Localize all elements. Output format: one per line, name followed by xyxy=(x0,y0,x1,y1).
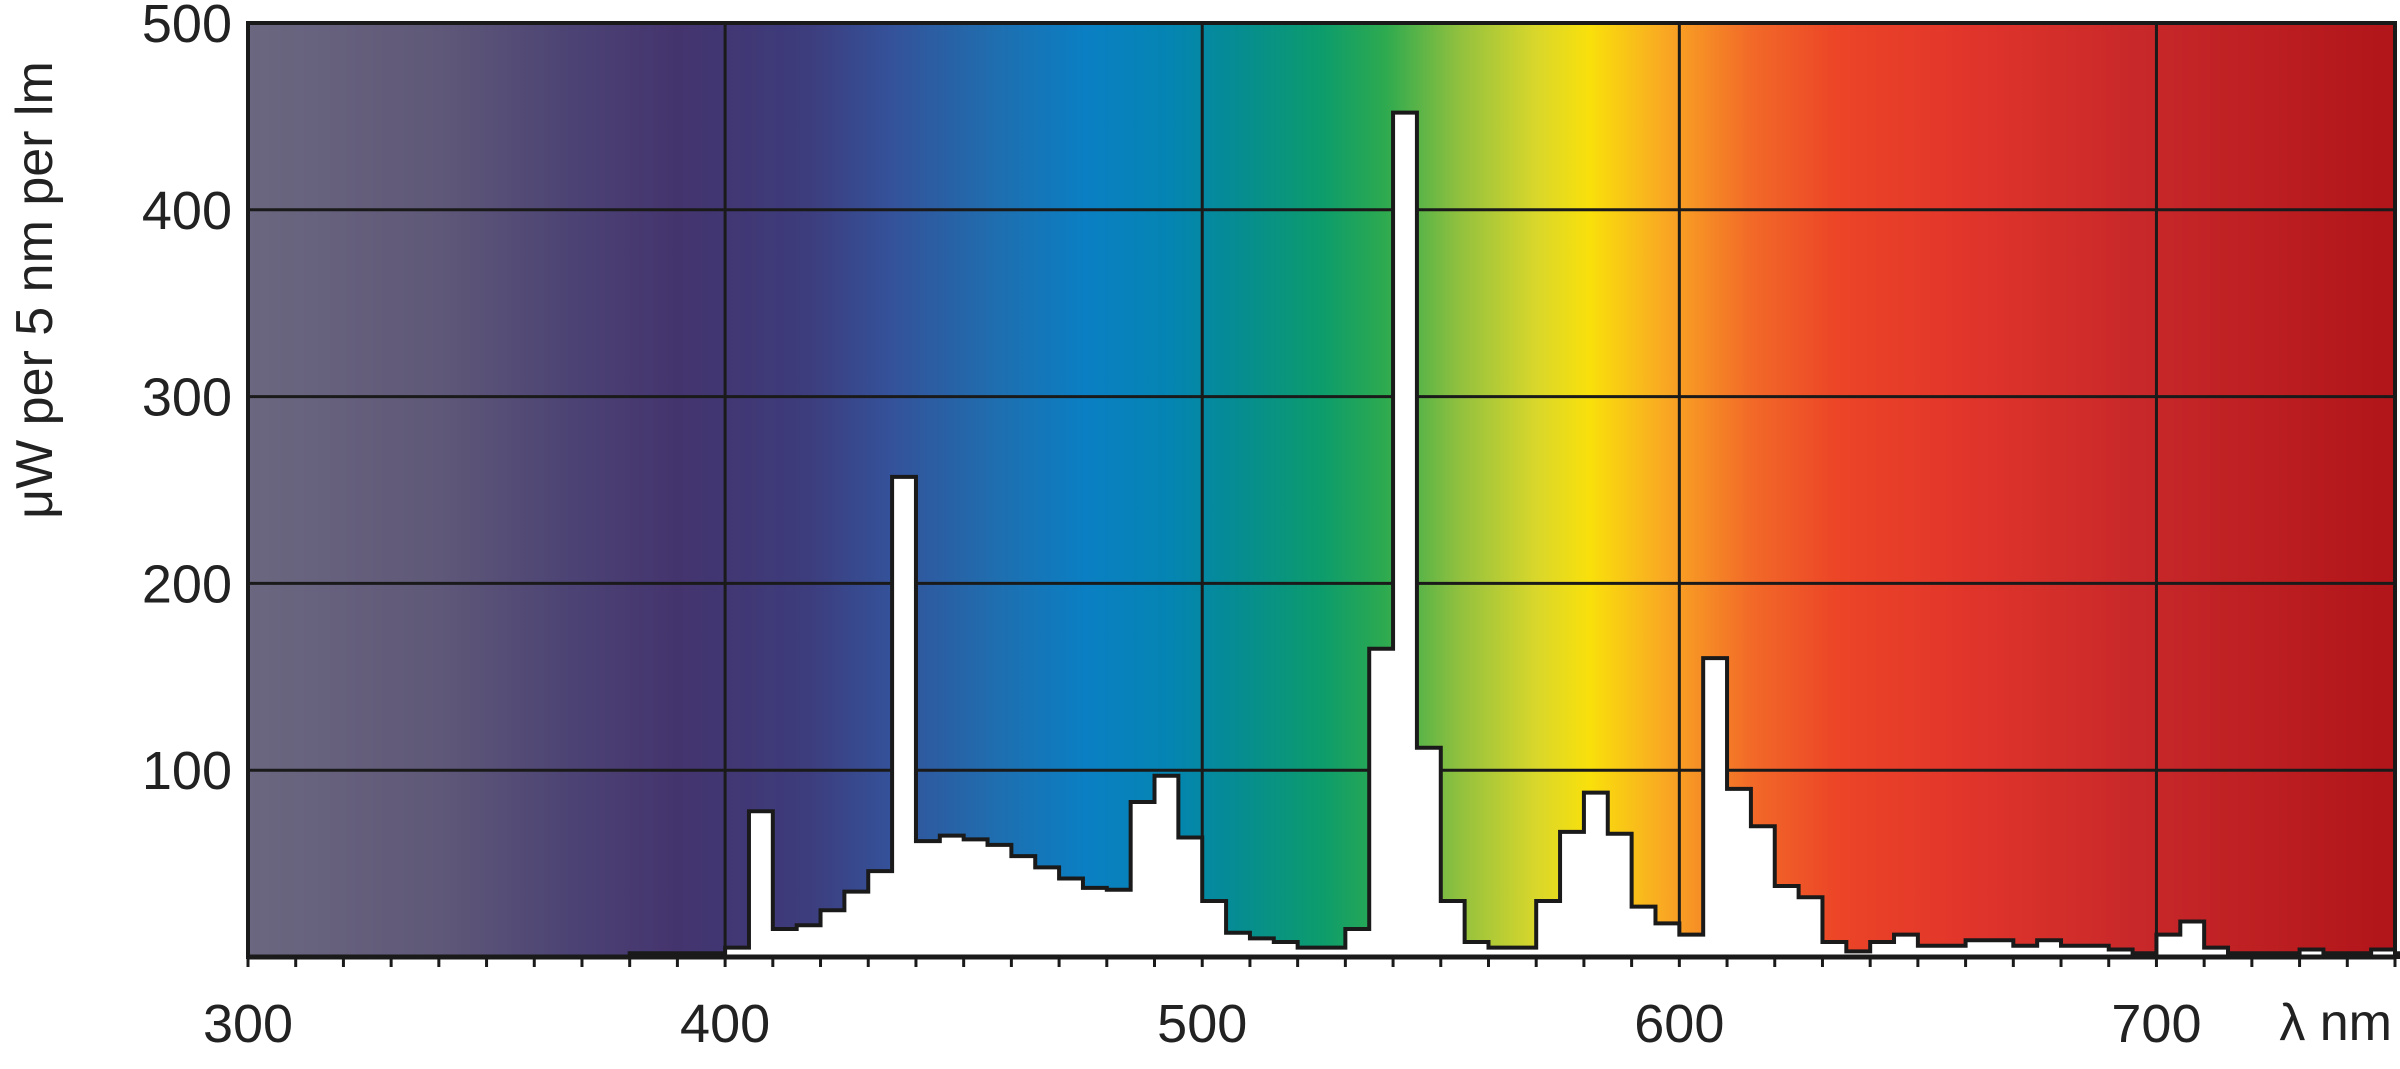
x-tick-label: 600 xyxy=(1634,994,1724,1054)
x-axis-title: λ nm xyxy=(2279,994,2392,1052)
series-area xyxy=(627,110,2400,959)
spectrum-background xyxy=(248,23,2395,957)
y-tick-label: 200 xyxy=(142,554,232,614)
x-minor-ticks xyxy=(246,954,2397,967)
x-tick-label: 700 xyxy=(2111,994,2201,1054)
y-tick-label: 500 xyxy=(142,0,232,54)
y-tick-labels: 100 200 300 400 500 xyxy=(142,0,232,801)
y-tick-label: 300 xyxy=(142,368,232,428)
y-tick-label: 400 xyxy=(142,181,232,241)
x-tick-label: 300 xyxy=(203,994,293,1054)
y-axis-title: μW per 5 nm per lm xyxy=(6,61,64,519)
x-tick-label: 400 xyxy=(680,994,770,1054)
x-tick-label: 500 xyxy=(1157,994,1247,1054)
spectral-distribution-area xyxy=(627,110,2400,959)
grid-lines xyxy=(248,23,2395,957)
x-tick-labels: 300 400 500 600 700 xyxy=(203,994,2202,1054)
y-tick-label: 100 xyxy=(142,741,232,801)
